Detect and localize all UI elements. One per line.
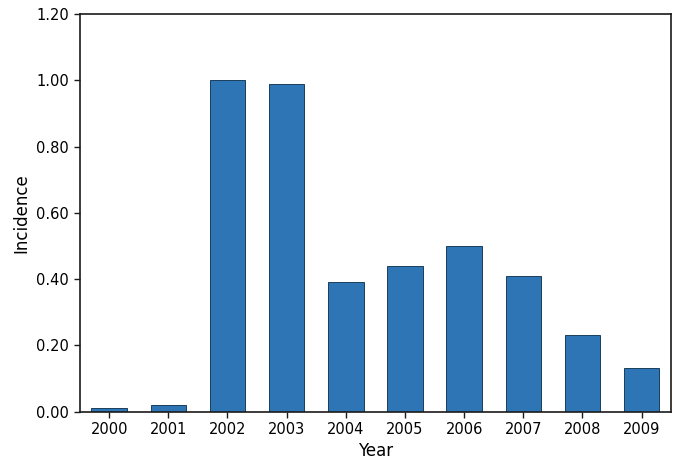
Bar — [210, 80, 245, 412]
X-axis label: Year: Year — [358, 442, 393, 461]
Y-axis label: Incidence: Incidence — [12, 173, 30, 253]
Bar — [388, 266, 423, 412]
Bar — [269, 84, 304, 412]
Bar — [446, 246, 482, 412]
Bar — [91, 408, 127, 412]
Bar — [151, 405, 186, 412]
Bar — [565, 335, 600, 412]
Bar — [624, 368, 659, 412]
Bar — [506, 276, 541, 412]
Bar — [328, 282, 363, 412]
